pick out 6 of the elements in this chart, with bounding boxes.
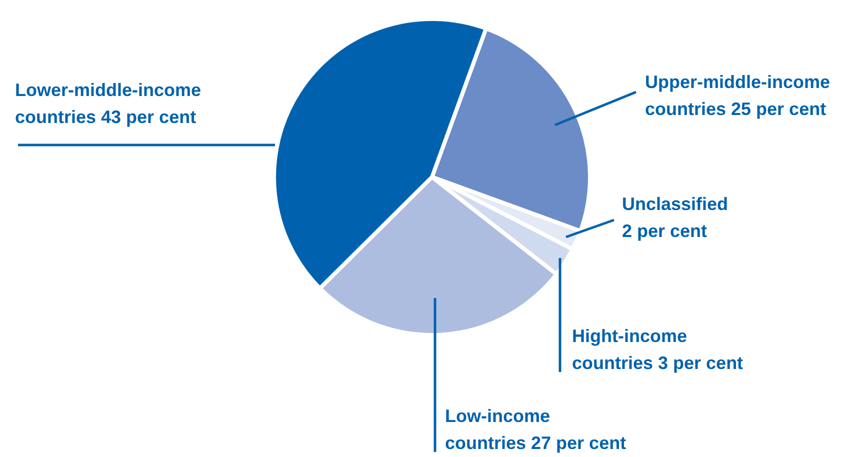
data-label: 2 per cent (622, 221, 708, 241)
slice-label: Hight-income countries 3 per cent (572, 326, 744, 373)
slice-label: Lower-middle-income countries 43 per cent (15, 80, 202, 127)
slice-label: Upper-middle-income countries 25 per cent (645, 72, 830, 119)
slice-label: Unclassified (622, 194, 728, 214)
slice-label: Low-income countries 27 per cent (445, 406, 626, 453)
